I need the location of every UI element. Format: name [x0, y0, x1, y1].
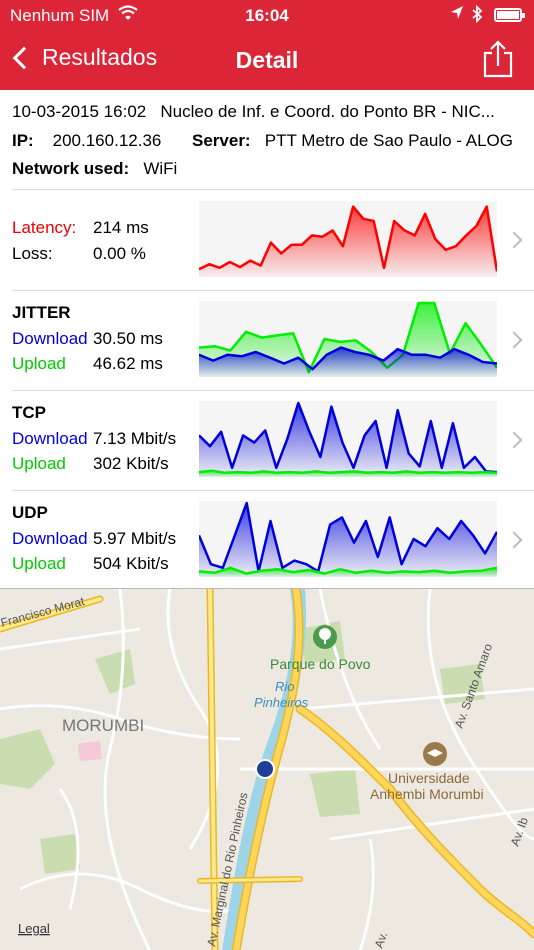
test-datetime-line: 10-03-2015 16:02 Nucleo de Inf. e Coord.…: [12, 102, 495, 122]
network-label: Network used:: [12, 159, 130, 178]
map-label: Rio: [275, 679, 295, 694]
tcp-download-label: Download: [12, 429, 88, 448]
udp-upload-label: Upload: [12, 554, 66, 573]
jitter-upload-value: 46.62 ms: [93, 354, 163, 373]
server-value: PTT Metro de Sao Paulo - ALOG: [264, 131, 513, 150]
latency-line: [199, 205, 497, 272]
jitter-title: JITTER: [12, 303, 71, 322]
battery-icon: [494, 8, 525, 22]
udp_upload-line: [199, 566, 497, 575]
graduation-cap-icon: [423, 742, 447, 766]
chevron-right-icon: [505, 531, 523, 549]
udp-download-label: Download: [12, 529, 88, 548]
divider: [12, 390, 534, 391]
park-area: [310, 769, 360, 817]
jitter-row[interactable]: JITTER Download 30.50 ms Upload 46.62 ms: [0, 290, 534, 390]
ip-label: IP:: [12, 131, 34, 150]
chevron-right-icon: [505, 431, 523, 449]
tcp-upload-value: 302 Kbit/s: [93, 454, 169, 473]
share-button[interactable]: [483, 40, 513, 78]
loss-value: 0.00 %: [93, 244, 146, 263]
status-bar: Nenhum SIM 16:04: [0, 0, 534, 30]
network-line: Network used: WiFi: [12, 159, 177, 179]
location-pin: [255, 759, 275, 779]
divider: [12, 490, 534, 491]
udp-title: UDP: [12, 503, 48, 522]
map-label: MORUMBI: [62, 716, 144, 735]
jitter_upload-line: [199, 301, 497, 374]
provider-name: Nucleo de Inf. e Coord. do Ponto BR - NI…: [160, 102, 495, 121]
carrier-label: Nenhum SIM: [10, 6, 110, 25]
ip-value: 200.160.12.36: [52, 131, 162, 150]
latency-value: 214 ms: [93, 218, 149, 237]
park-area: [0, 729, 55, 789]
page-title: Detail: [235, 47, 299, 73]
udp-upload-value: 504 Kbit/s: [93, 554, 169, 573]
wifi-icon: [118, 5, 138, 20]
jitter-upload-label: Upload: [12, 354, 66, 373]
map-label: Av.: [372, 930, 391, 950]
latency-row[interactable]: Latency: 214 ms Loss: 0.00 %: [0, 190, 534, 290]
location-arrow-icon: [451, 6, 463, 19]
jitter_download-line: [199, 346, 497, 371]
park-area: [95, 649, 135, 694]
tcp-row[interactable]: TCP Download 7.13 Mbit/s Upload 302 Kbit…: [0, 390, 534, 490]
map-label: Pinheiros: [254, 695, 309, 710]
udp-sparkline: [199, 501, 497, 577]
latency-area: [199, 206, 497, 277]
clock: 16:04: [245, 6, 289, 25]
network-value: WiFi: [143, 159, 178, 178]
chevron-right-icon: [505, 331, 523, 349]
map-label: Anhembi Morumbi: [370, 786, 484, 802]
tcp-title: TCP: [12, 403, 46, 422]
back-button[interactable]: Resultados: [10, 44, 157, 71]
server-label: Server:: [192, 131, 251, 150]
latency-label: Latency:: [12, 218, 77, 237]
tcp-upload-label: Upload: [12, 454, 66, 473]
legal-link[interactable]: Legal: [18, 921, 50, 936]
ip-server-line: IP: 200.160.12.36 Server: PTT Metro de S…: [12, 131, 513, 151]
chevron-right-icon: [505, 231, 523, 249]
park-area: [40, 834, 80, 874]
map-view[interactable]: Francisco Morat MORUMBI Parque do Povo R…: [0, 588, 534, 950]
bluetooth-icon: [472, 5, 483, 23]
tree-icon: [313, 625, 337, 649]
divider: [12, 290, 534, 291]
jitter-download-label: Download: [12, 329, 88, 348]
map-label: Universidade: [388, 770, 470, 786]
udp-row[interactable]: UDP Download 5.97 Mbit/s Upload 504 Kbit…: [0, 490, 534, 590]
back-label: Resultados: [42, 44, 158, 70]
tcp_upload-area: [199, 470, 497, 477]
tcp-download-value: 7.13 Mbit/s: [93, 429, 177, 448]
udp_download-line: [199, 501, 497, 573]
udp_download-area: [199, 503, 497, 577]
navigation-bar: Resultados Detail: [0, 30, 534, 90]
test-datetime: 10-03-2015 16:02: [12, 102, 147, 121]
latency-sparkline: [199, 201, 497, 277]
jitter-download-value: 30.50 ms: [93, 329, 163, 348]
loss-label: Loss:: [12, 244, 53, 263]
tcp-sparkline: [199, 401, 497, 477]
tcp_upload-line: [199, 469, 497, 475]
building-area: [78, 741, 102, 761]
jitter-sparkline: [199, 301, 497, 377]
map-label: Parque do Povo: [270, 656, 371, 672]
tcp_download-line: [199, 401, 497, 474]
divider: [12, 189, 534, 190]
udp-download-value: 5.97 Mbit/s: [93, 529, 177, 548]
